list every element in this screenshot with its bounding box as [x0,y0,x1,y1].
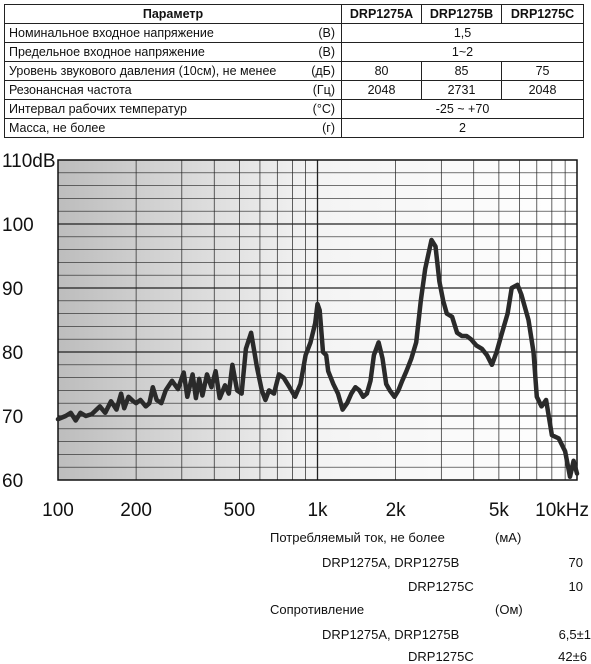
param-value-c: 75 [501,61,585,81]
resistance-c-label: DRP1275C [408,649,474,664]
header-param: Параметр [3,4,343,24]
resistance-unit: (Ом) [495,602,523,617]
x-tick-label: 2k [386,500,407,521]
current-ab-value: 70 [568,555,583,570]
param-value-b: 2731 [421,80,503,100]
param-value-c: 2048 [501,80,585,100]
x-tick-label: 500 [224,500,256,521]
y-tick-label: 80 [2,343,23,364]
table-row: Номинальное входное напряжение (В) 1,5 [4,23,585,43]
current-unit: (мА) [495,530,522,545]
resistance-ab-label: DRP1275A, DRP1275B [322,627,460,642]
current-ab-label: DRP1275A, DRP1275B [322,555,460,570]
y-tick-label: 100 [2,215,34,236]
resistance-c-value: 42±6 [558,649,587,664]
table-row: Масса, не более (г) 2 [4,118,585,138]
param-unit: (°С) [303,99,343,119]
param-value: -25 ~ +70 [341,99,585,119]
y-tick-labels: 110dB 100 90 80 70 60 [2,151,56,492]
param-name: Предельное входное напряжение [4,42,304,62]
spec-table: Параметр DRP1275A DRP1275B DRP1275C Номи… [3,4,585,138]
param-value-b: 85 [421,61,503,81]
table-header-row: Параметр DRP1275A DRP1275B DRP1275C [3,4,585,24]
current-c-value: 10 [568,579,583,594]
table-row: Уровень звукового давления (10см), не ме… [4,61,585,81]
y-tick-label: 60 [2,471,23,492]
current-label: Потребляемый ток, не более [270,530,445,545]
param-value: 1,5 [341,23,585,43]
param-unit: (дБ) [303,61,343,81]
electrical-specs: Потребляемый ток, не более (мА) DRP1275A… [0,528,591,664]
param-name: Масса, не более [4,118,304,138]
param-value-a: 80 [341,61,423,81]
x-tick-label: 1k [307,500,328,521]
series-line [55,237,580,480]
table-row: Интервал рабочих температур (°С) -25 ~ +… [4,99,585,119]
x-tick-label: 100 [42,500,74,521]
x-tick-label: 10kHz [535,500,589,521]
y-tick-label: 70 [2,407,23,428]
param-name: Номинальное входное напряжение [4,23,304,43]
param-value-a: 2048 [341,80,423,100]
param-unit: (Гц) [303,80,343,100]
frequency-response-chart: 110dB 100 90 80 70 60 100 200 500 1k 2k 5k 10kHz [2,151,589,521]
param-name: Уровень звукового давления (10см), не ме… [4,61,304,81]
param-value: 2 [341,118,585,138]
resistance-ab-value: 6,5±1 [558,627,591,642]
grid-vertical [135,160,566,480]
header-model-c: DRP1275C [501,4,585,24]
header-model-a: DRP1275A [341,4,423,24]
param-value: 1~2 [341,42,585,62]
x-tick-labels: 100 200 500 1k 2k 5k 10kHz [42,500,589,521]
param-unit: (В) [303,42,343,62]
param-name: Резонансная частота [4,80,304,100]
param-unit: (В) [303,23,343,43]
param-unit: (г) [303,118,343,138]
y-tick-label: 110dB [2,151,56,172]
header-model-b: DRP1275B [421,4,503,24]
table-row: Резонансная частота (Гц) 2048 2731 2048 [4,80,585,100]
y-tick-label: 90 [2,279,23,300]
resistance-label: Сопротивление [270,602,365,617]
x-tick-label: 200 [120,500,152,521]
current-c-label: DRP1275C [408,579,474,594]
series-group [55,237,580,480]
param-name: Интервал рабочих температур [4,99,304,119]
x-tick-label: 5k [489,500,510,521]
plot-frame [57,159,578,481]
table-row: Предельное входное напряжение (В) 1~2 [4,42,585,62]
